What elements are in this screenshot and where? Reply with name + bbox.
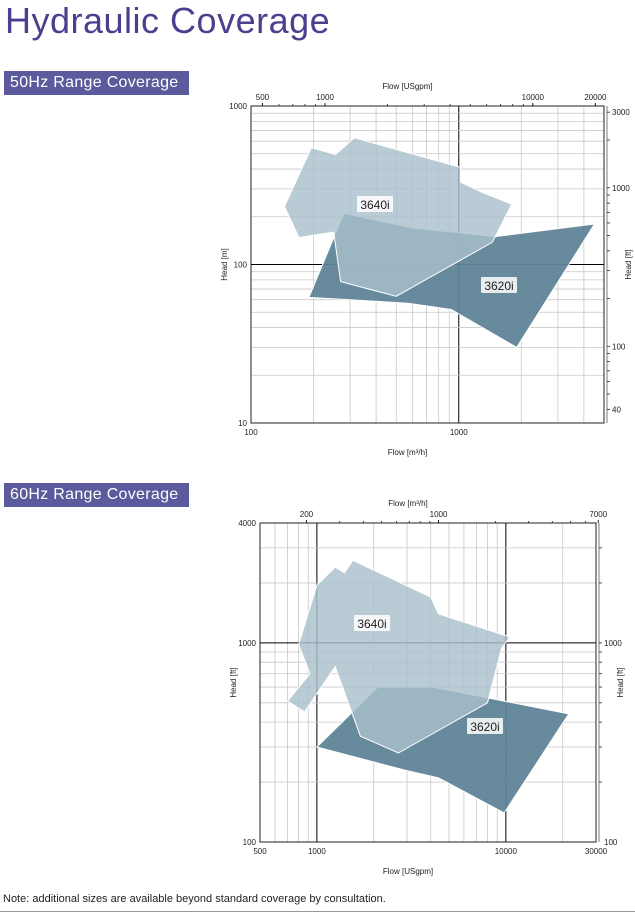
- x-tick-label: 10000: [495, 847, 518, 856]
- y-tick-label: 4000: [238, 519, 256, 528]
- x-tick-label: 500: [253, 847, 267, 856]
- page-title: Hydraulic Coverage: [5, 0, 331, 41]
- region-label-bg: [357, 196, 393, 212]
- region-label-3620i: 3620i: [467, 718, 503, 734]
- top-axis-title: Flow [USgpm]: [382, 82, 432, 91]
- region-3640i: [286, 559, 511, 754]
- y-tick-label: 10: [238, 419, 247, 428]
- top-tick-label: 1000: [430, 510, 448, 519]
- y-tick-label: 1000: [229, 102, 247, 111]
- x-tick-label: 30000: [585, 847, 608, 856]
- region-label-text: 3640i: [357, 617, 386, 631]
- y-tick-label: 100: [234, 261, 248, 270]
- plot-frame: [250, 105, 605, 424]
- y-tick-label: 100: [243, 838, 257, 847]
- right-tick-label: 3000: [612, 108, 630, 117]
- region-label-text: 3620i: [470, 720, 499, 734]
- x-axis-title: Flow [USgpm]: [383, 867, 433, 876]
- x-tick-label: 1000: [308, 847, 326, 856]
- x-tick-label: 100: [244, 428, 258, 437]
- region-3640i: [283, 137, 513, 297]
- region-label-3640i: 3640i: [357, 196, 393, 212]
- top-tick-label: 500: [256, 93, 270, 102]
- region-label-bg: [481, 277, 517, 293]
- x-axis-title: Flow [m³/h]: [388, 448, 428, 457]
- right-tick-label: 100: [612, 342, 626, 351]
- y-tick-label: 1000: [238, 639, 256, 648]
- region-label-text: 3620i: [484, 279, 513, 293]
- top-tick-label: 1000: [316, 93, 334, 102]
- region-label-text: 3640i: [360, 198, 389, 212]
- top-tick-label: 7000: [589, 510, 607, 519]
- right-tick-label: 100: [604, 838, 618, 847]
- region-label-bg: [354, 615, 390, 631]
- y-axis-title: Head [m]: [220, 248, 229, 280]
- y-axis-title: Head [ft]: [229, 667, 238, 697]
- right-tick-label: 40: [612, 405, 621, 414]
- footnote: Note: additional sizes are available bey…: [3, 893, 386, 905]
- x-tick-label: 1000: [450, 428, 468, 437]
- region-label-bg: [467, 718, 503, 734]
- section-label-60hz: 60Hz Range Coverage: [4, 483, 189, 507]
- plot-frame: [259, 522, 597, 843]
- section-label-50hz: 50Hz Range Coverage: [4, 71, 189, 95]
- right-axis-title: Head [ft]: [624, 249, 633, 279]
- right-tick-label: 1000: [604, 639, 622, 648]
- top-tick-label: 200: [300, 510, 314, 519]
- right-tick-label: 1000: [612, 184, 630, 193]
- top-tick-label: 10000: [522, 93, 545, 102]
- top-axis-title: Flow [m³/h]: [388, 499, 428, 508]
- bottom-divider: [0, 911, 635, 912]
- region-label-3640i: 3640i: [354, 615, 390, 631]
- top-tick-label: 20000: [584, 93, 607, 102]
- right-axis-title: Head [ft]: [616, 667, 625, 697]
- region-label-3620i: 3620i: [481, 277, 517, 293]
